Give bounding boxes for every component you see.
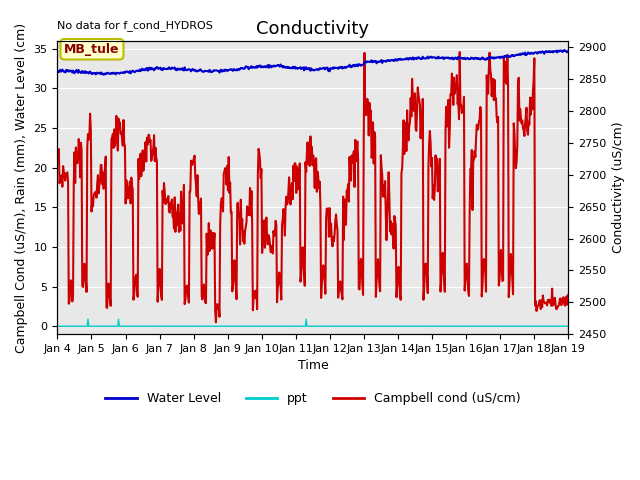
Legend: Water Level, ppt, Campbell cond (uS/cm): Water Level, ppt, Campbell cond (uS/cm) <box>100 387 525 410</box>
Text: MB_tule: MB_tule <box>64 43 120 56</box>
Y-axis label: Conductivity (uS/cm): Conductivity (uS/cm) <box>612 122 625 253</box>
Text: No data for f_cond_HYDROS: No data for f_cond_HYDROS <box>58 20 213 31</box>
Title: Conductivity: Conductivity <box>257 20 369 38</box>
X-axis label: Time: Time <box>298 360 328 372</box>
Y-axis label: Campbell Cond (uS/m), Rain (mm), Water Level (cm): Campbell Cond (uS/m), Rain (mm), Water L… <box>15 23 28 353</box>
